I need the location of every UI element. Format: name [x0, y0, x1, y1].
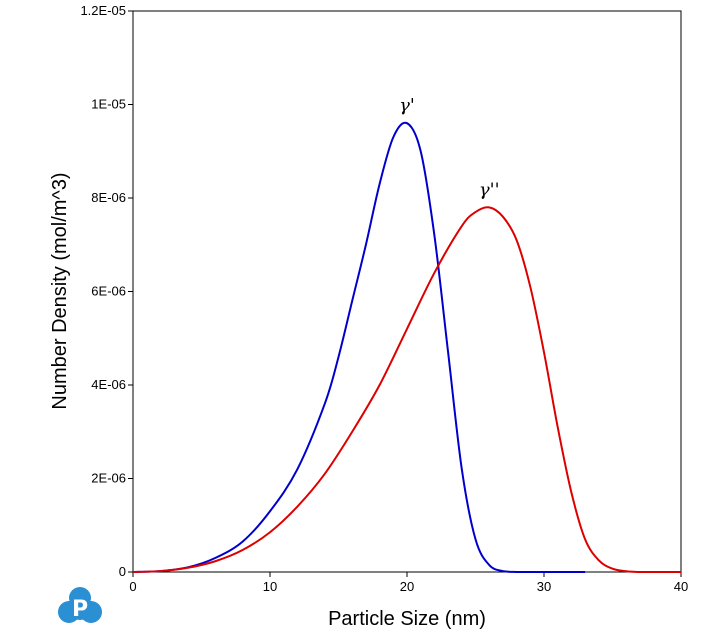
x-tick-label: 30 [537, 579, 551, 594]
y-axis-title: Number Density (mol/m^3) [49, 172, 71, 409]
y-axis-ticks: 0 2E-06 4E-06 6E-06 8E-06 1E-05 1.2E-05 [80, 3, 133, 579]
annotation-label: γ'' [479, 179, 500, 200]
annotation-label: γ' [399, 95, 415, 116]
y-tick-label: 8E-06 [91, 190, 126, 205]
x-axis-title: Particle Size (nm) [328, 608, 486, 630]
x-axis-ticks: 0 10 20 30 40 [129, 572, 688, 594]
y-tick-label: 1.2E-05 [80, 3, 126, 18]
series-line-gamma-double-prime [132, 206, 681, 574]
series-line-gamma-prime [132, 121, 586, 574]
y-tick-label: 1E-05 [91, 97, 126, 112]
y-tick-label: 2E-06 [91, 471, 126, 486]
y-tick-label: 6E-06 [91, 284, 126, 299]
x-tick-label: 40 [674, 579, 688, 594]
y-tick-label: 4E-06 [91, 377, 126, 392]
company-logo: P [58, 587, 102, 623]
logo-center [68, 596, 92, 620]
y-tick-label: 0 [119, 564, 126, 579]
x-tick-label: 20 [400, 579, 414, 594]
x-tick-label: 10 [263, 579, 277, 594]
logo-letter: P [72, 597, 88, 622]
series-layer [132, 121, 681, 574]
x-tick-label: 0 [129, 579, 136, 594]
annotation-layer: γ' γ'' [399, 95, 499, 200]
